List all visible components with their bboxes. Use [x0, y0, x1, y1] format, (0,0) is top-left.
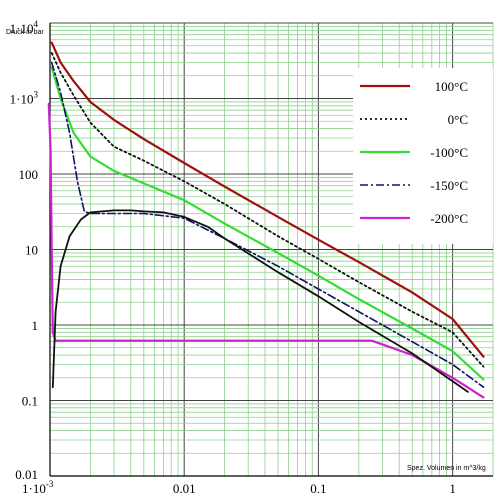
series-lines: [47, 41, 485, 399]
series-line-1: [50, 52, 485, 368]
legend-label-2: -100°C: [430, 145, 468, 160]
series-line-3: [50, 61, 485, 389]
legend-label-0: 100°C: [435, 79, 468, 94]
y-tick-label: 1: [32, 318, 39, 333]
x-tick-label: 0.1: [310, 481, 326, 496]
y-tick-label-exponent: 4: [34, 19, 39, 29]
legend: 100°C 0°C -100°C -150°C -200°C: [353, 68, 493, 244]
x-axis-label: Spez. Volumen in m^3/kg: [407, 465, 486, 472]
y-axis-label: Druck in bar: [6, 29, 44, 36]
y-tick-label-exponent: 3: [34, 90, 39, 100]
series-line-0: [50, 41, 485, 358]
y-tick-label: 1·103: [10, 90, 39, 107]
x-tick-label-exponent: -3: [46, 479, 54, 489]
legend-box: [353, 68, 493, 244]
y-tick-label: 10: [25, 243, 38, 258]
legend-label-3: -150°C: [430, 178, 468, 193]
grid-lines: [49, 22, 494, 477]
x-tick-label: 1: [449, 481, 456, 496]
legend-label-4: -200°C: [430, 211, 468, 226]
axes: [49, 23, 493, 477]
saturation-curve-line: [51, 209, 469, 393]
y-tick-label: 100: [19, 167, 39, 182]
y-tick-label: 1·104: [10, 19, 39, 36]
y-tick-label: 0.01: [15, 467, 38, 482]
y-tick-label: 0.1: [22, 394, 38, 409]
x-tick-label: 0.01: [173, 481, 196, 496]
legend-label-1: 0°C: [448, 112, 468, 127]
series-line-2: [50, 66, 485, 381]
